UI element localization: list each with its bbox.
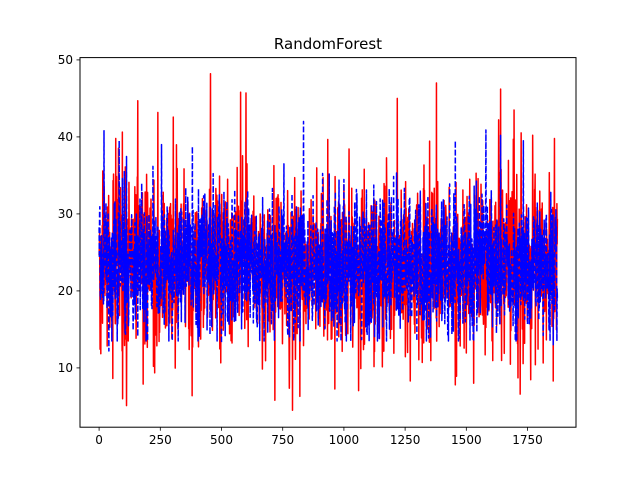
- y-tick-label: 50: [58, 53, 73, 67]
- x-tick-label: 250: [149, 433, 172, 447]
- x-tick-label: 1000: [329, 433, 360, 447]
- y-tick-label: 10: [58, 361, 73, 375]
- x-axis: 0 250 500 750 1000 1250 1500 1750: [95, 427, 543, 447]
- series-line-1: [98, 73, 559, 412]
- x-tick-label: 1500: [451, 433, 482, 447]
- y-tick-label: 30: [58, 207, 73, 221]
- plot-frame: [79, 57, 577, 428]
- y-tick-label: 40: [58, 130, 73, 144]
- x-tick-label: 0: [95, 433, 103, 447]
- y-tick-label: 20: [58, 284, 73, 298]
- y-axis: 10 20 30 40 50: [58, 53, 80, 375]
- x-tick-label: 1750: [512, 433, 543, 447]
- series-layer: [98, 73, 559, 412]
- x-tick-label: 750: [271, 433, 294, 447]
- series-line-2: [98, 120, 559, 352]
- chart-title: RandomForest: [274, 35, 382, 53]
- x-tick-label: 500: [210, 433, 233, 447]
- x-tick-label: 1250: [390, 433, 421, 447]
